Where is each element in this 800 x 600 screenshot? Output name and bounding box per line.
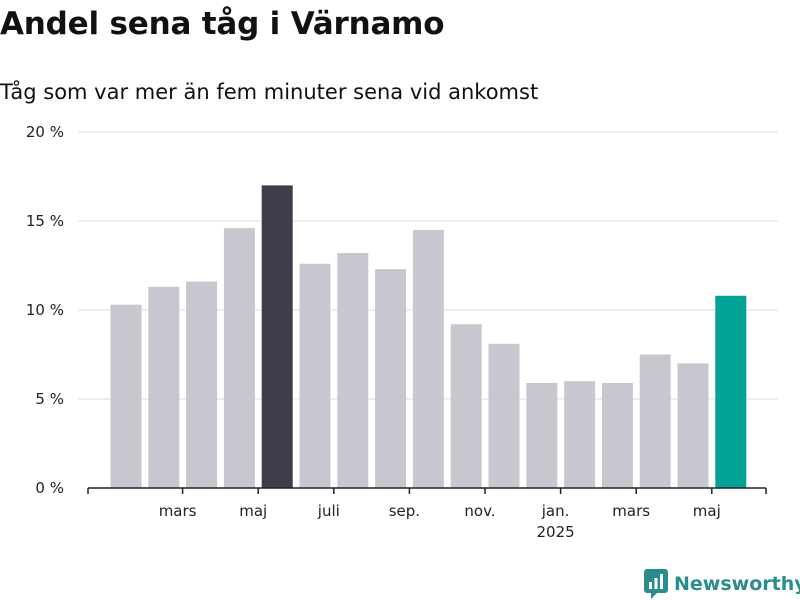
bar <box>261 185 293 488</box>
x-axis: mars maj juli sep. nov. jan. 2025 mars maj <box>87 487 767 541</box>
x-tick-year-label: 2025 <box>537 523 575 541</box>
bar <box>412 229 444 488</box>
y-tick-label: 10 % <box>26 301 64 319</box>
newsworthy-logo: Newsworthy <box>644 569 800 599</box>
bar <box>564 381 596 488</box>
bar <box>110 304 142 488</box>
bar <box>450 324 482 488</box>
x-tick-label: jan. <box>541 502 570 520</box>
y-axis-ticks: 0 % 5 % 10 % 15 % 20 % <box>26 123 64 497</box>
chart-title: Andel sena tåg i Värnamo <box>0 6 445 42</box>
y-tick-label: 5 % <box>35 390 64 408</box>
bar <box>715 295 747 488</box>
bar <box>488 343 520 488</box>
chart-subtitle: Tåg som var mer än fem minuter sena vid … <box>0 80 539 104</box>
bar <box>375 269 407 488</box>
bar <box>601 382 633 488</box>
x-tick-label: maj <box>693 502 721 520</box>
bar <box>186 281 218 488</box>
bar <box>223 228 255 488</box>
y-tick-label: 15 % <box>26 212 64 230</box>
x-tick-label: maj <box>239 502 267 520</box>
bar <box>299 263 331 488</box>
x-tick-label: mars <box>612 502 650 520</box>
bar <box>526 382 558 488</box>
newsworthy-logo-text: Newsworthy <box>674 573 800 595</box>
y-tick-label: 0 % <box>35 479 64 497</box>
x-tick-label: nov. <box>464 502 495 520</box>
newsworthy-logo-icon <box>644 569 668 599</box>
bar <box>148 286 180 488</box>
x-tick-label: mars <box>159 502 197 520</box>
x-tick-label: juli <box>317 502 340 520</box>
bar <box>639 354 671 488</box>
bar <box>337 253 369 488</box>
y-tick-label: 20 % <box>26 123 64 141</box>
x-tick-label: sep. <box>389 502 420 520</box>
bars <box>110 185 747 488</box>
bar <box>677 363 709 488</box>
